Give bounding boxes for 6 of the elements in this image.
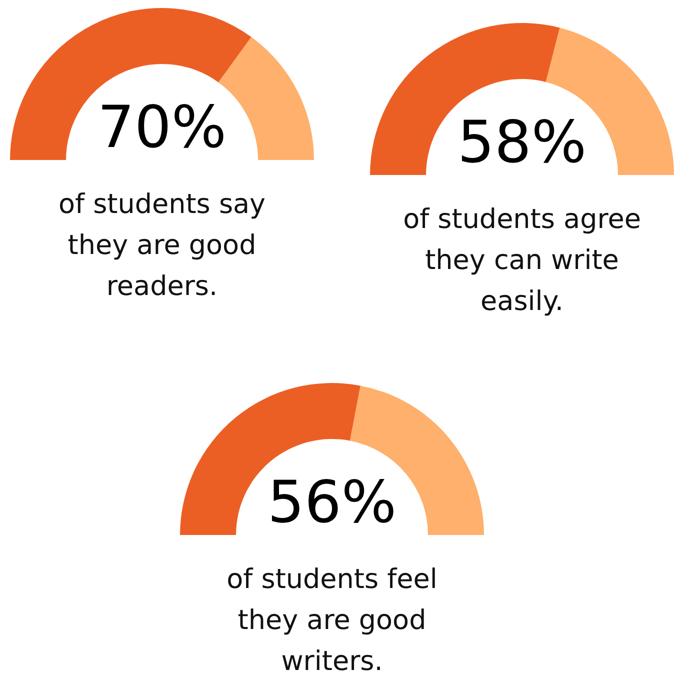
data-label: 58% [458,108,586,176]
text: of students agree they can write easily. [403,204,641,317]
data-label: 70% [98,93,226,161]
text: of students feel they are good writers. [226,564,438,675]
data-label: 56% [268,468,396,536]
text: of students say they are good readers. [58,189,266,302]
